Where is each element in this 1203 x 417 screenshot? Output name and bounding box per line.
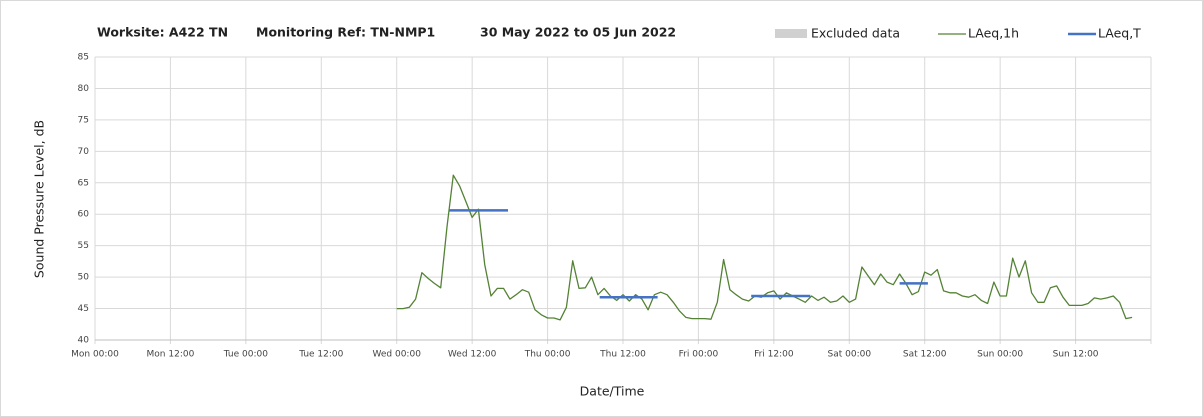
y-tick-label: 65 [78, 178, 89, 188]
y-axis-label: Sound Pressure Level, dB [32, 120, 47, 278]
legend-label: LAeq,T [1098, 26, 1141, 41]
chart-title: Worksite: A422 TN [97, 25, 228, 40]
x-tick-label: Mon 00:00 [71, 350, 119, 360]
series-line [449, 209, 928, 299]
x-tick-label: Tue 12:00 [298, 350, 343, 360]
x-tick-label: Wed 12:00 [448, 350, 497, 360]
chart-title: 30 May 2022 to 05 Jun 2022 [480, 25, 676, 40]
y-tick-label: 40 [78, 336, 90, 346]
y-tick-label: 50 [78, 273, 90, 283]
y-tick-label: 55 [78, 241, 89, 251]
legend-swatch [775, 29, 807, 38]
x-tick-label: Sun 00:00 [977, 350, 1023, 360]
x-tick-label: Fri 00:00 [679, 350, 719, 360]
legend-label: Excluded data [811, 26, 900, 41]
x-tick-label: Tue 00:00 [223, 350, 268, 360]
x-tick-label: Sat 00:00 [828, 350, 872, 360]
y-tick-label: 85 [78, 53, 89, 63]
x-axis-label: Date/Time [580, 384, 645, 399]
x-tick-label: Sun 12:00 [1053, 350, 1099, 360]
y-tick-label: 80 [78, 84, 90, 94]
x-tick-label: Sat 12:00 [903, 350, 947, 360]
legend-label: LAeq,1h [968, 26, 1019, 41]
x-tick-label: Thu 12:00 [599, 350, 646, 360]
y-tick-label: 75 [78, 115, 89, 125]
y-tick-label: 70 [78, 147, 90, 157]
x-tick-label: Mon 12:00 [147, 350, 195, 360]
y-tick-label: 45 [78, 304, 89, 314]
x-tick-label: Fri 12:00 [754, 350, 794, 360]
chart-title: Monitoring Ref: TN-NMP1 [256, 25, 435, 40]
x-tick-label: Wed 00:00 [373, 350, 422, 360]
x-tick-label: Thu 00:00 [524, 350, 571, 360]
y-tick-label: 60 [78, 210, 90, 220]
